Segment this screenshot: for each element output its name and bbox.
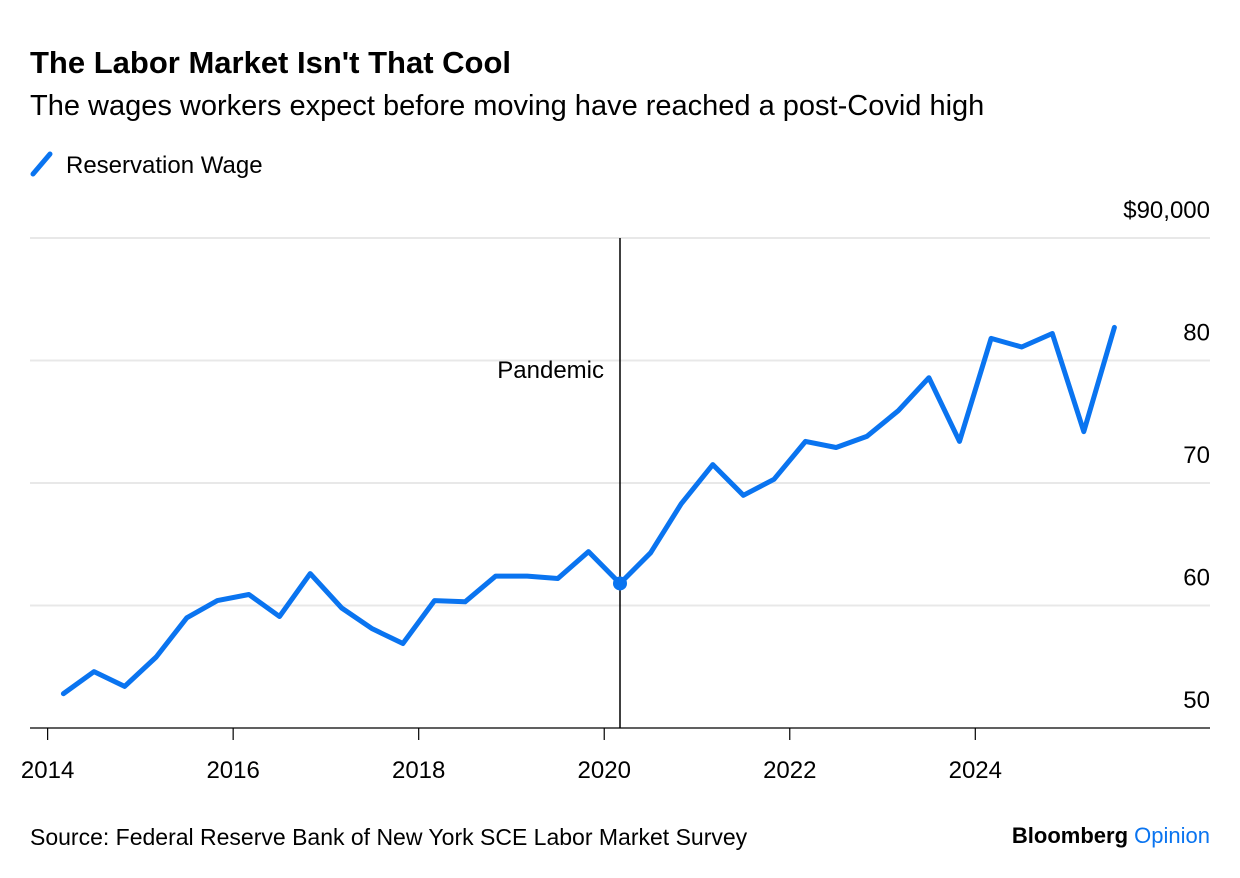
brand-suffix: Opinion	[1134, 823, 1210, 848]
chart-subtitle: The wages workers expect before moving h…	[30, 90, 984, 122]
x-tick-label: 2020	[578, 757, 631, 784]
x-tick-label: 2022	[763, 757, 816, 784]
y-tick-label: 60	[1183, 565, 1210, 592]
chart-title: The Labor Market Isn't That Cool	[30, 45, 511, 80]
x-tick-label: 2016	[206, 757, 259, 784]
annotation-label: Pandemic	[497, 357, 604, 384]
annotation-point	[613, 576, 627, 591]
x-tick-label: 2014	[21, 757, 74, 784]
legend-swatch	[30, 151, 53, 177]
y-tick-label: 50	[1183, 687, 1210, 714]
y-tick-label: 80	[1183, 320, 1210, 347]
y-tick-label: 70	[1183, 442, 1210, 469]
brand: Bloomberg Opinion	[1012, 823, 1210, 848]
source: Source: Federal Reserve Bank of New York…	[30, 824, 748, 850]
data-line	[60, 324, 1117, 697]
x-tick-label: 2018	[392, 757, 445, 784]
y-tick-label: $90,000	[1123, 197, 1210, 224]
legend-label: Reservation Wage	[66, 152, 263, 179]
x-tick-label: 2024	[949, 757, 1002, 784]
brand-name: Bloomberg	[1012, 823, 1128, 848]
